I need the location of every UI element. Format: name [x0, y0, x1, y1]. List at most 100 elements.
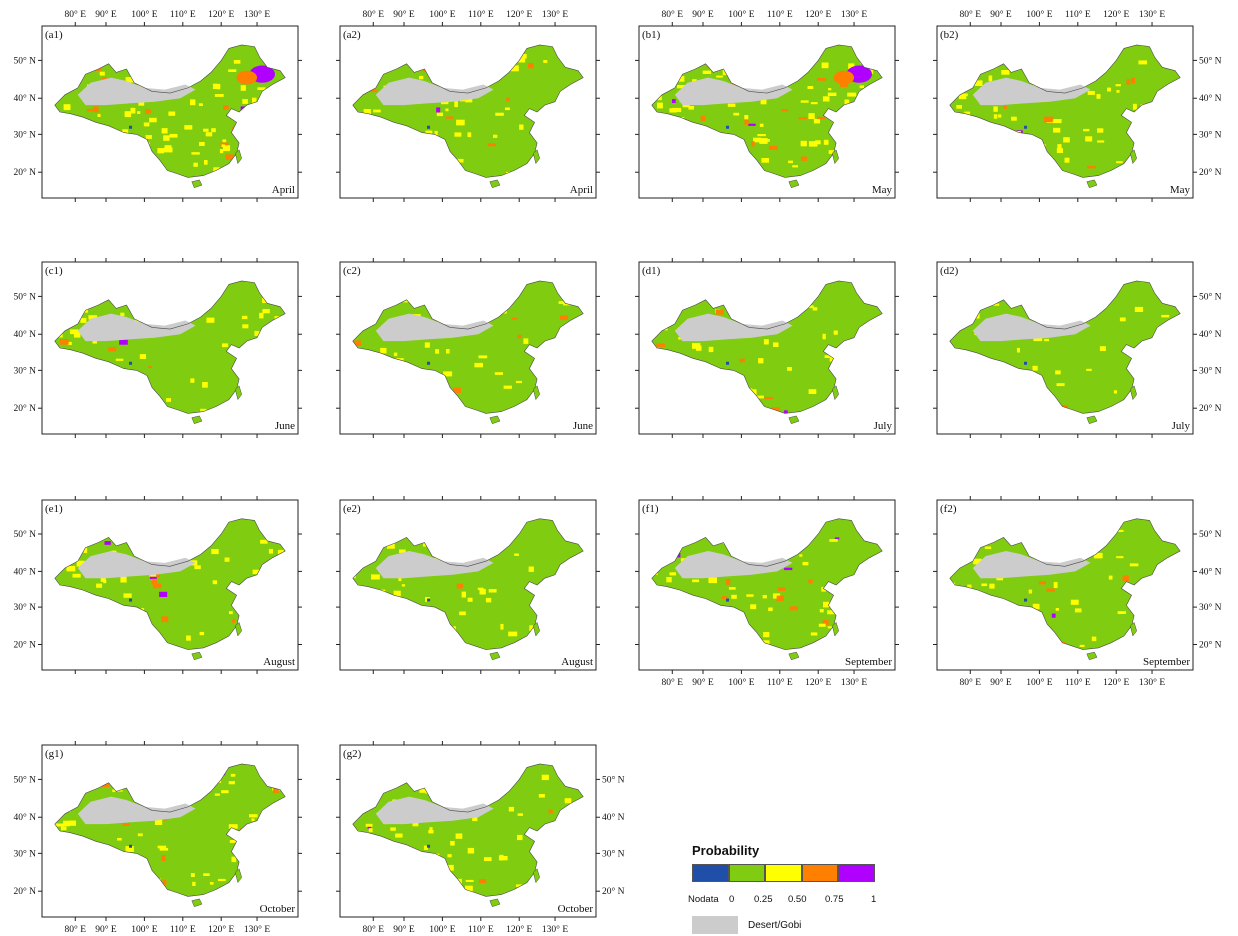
china-border — [54, 518, 286, 650]
lon-tick-label: 130° E — [1139, 9, 1165, 20]
nodata-pixel — [1024, 361, 1028, 365]
lat-tick-label: 20° N — [602, 886, 625, 897]
china-border — [54, 280, 286, 414]
lat-tick-label: 20° N — [13, 886, 36, 897]
lon-tick-label: 80° E — [65, 924, 87, 935]
nodata-pixel — [427, 598, 431, 602]
lon-tick-label: 100° E — [131, 924, 157, 935]
lon-tick-label: 100° E — [131, 9, 157, 20]
nodata-pixel — [726, 125, 730, 129]
hainan-island — [489, 651, 501, 661]
lat-tick-label: 30° N — [602, 848, 625, 859]
hainan-island — [191, 415, 203, 425]
lon-tick-label: 120° E — [208, 924, 234, 935]
nodata-pixel — [129, 844, 133, 848]
lat-tick-label: 40° N — [13, 566, 36, 577]
legend-nodata-label: Nodata — [688, 894, 719, 905]
china-border — [949, 280, 1181, 414]
china-border — [352, 280, 584, 414]
panel-id-label: (g2) — [343, 748, 362, 760]
lat-tick-label: 20° N — [1199, 167, 1222, 178]
china-border — [949, 518, 1181, 650]
lat-tick-label: 40° N — [1199, 329, 1222, 340]
panel-month-label: September — [1143, 656, 1190, 668]
lat-tick-label: 50° N — [13, 529, 36, 540]
desert-gobi-area — [674, 77, 793, 106]
hainan-island — [788, 179, 800, 189]
panel-id-label: (e2) — [343, 503, 361, 515]
lat-tick-label: 30° N — [13, 129, 36, 140]
lat-tick-label: 40° N — [13, 329, 36, 340]
lat-tick-label: 50° N — [13, 55, 36, 66]
nodata-pixel — [726, 598, 730, 602]
hainan-island — [489, 179, 501, 189]
legend-tick-075: 0.75 — [825, 894, 844, 905]
lon-tick-label: 90° E — [692, 677, 714, 688]
nodata-pixel — [129, 361, 133, 365]
lat-tick-label: 40° N — [602, 812, 625, 823]
taiwan-island — [235, 385, 242, 401]
hainan-island — [1086, 651, 1098, 661]
map-panel: 50° N 40° N 30° N 20° N (d2) July — [933, 258, 1222, 438]
lat-tick-label: 50° N — [1199, 529, 1222, 540]
panel-id-label: (b1) — [642, 29, 661, 41]
lon-tick-label: 110° E — [468, 924, 494, 935]
taiwan-island — [832, 149, 839, 165]
lon-tick-label: 110° E — [767, 9, 793, 20]
panel-month-label: May — [872, 184, 893, 196]
taiwan-island — [1130, 621, 1137, 637]
taiwan-island — [1130, 149, 1137, 165]
lon-tick-label: 120° E — [1103, 677, 1129, 688]
lon-tick-label: 110° E — [468, 9, 494, 20]
lat-tick-label: 20° N — [13, 167, 36, 178]
lon-tick-label: 80° E — [363, 9, 385, 20]
lon-tick-label: 90° E — [393, 924, 415, 935]
desert-gobi-area — [77, 77, 196, 106]
taiwan-island — [832, 621, 839, 637]
desert-gobi-area — [375, 313, 494, 342]
legend-swatch-0-025 — [728, 864, 766, 882]
lat-tick-label: 30° N — [1199, 129, 1222, 140]
panel-month-label: October — [260, 903, 296, 915]
taiwan-island — [533, 868, 540, 884]
panel-id-label: (g1) — [45, 748, 64, 760]
panel-month-label: April — [570, 184, 593, 196]
taiwan-island — [533, 621, 540, 637]
panel-id-label: (a1) — [45, 29, 63, 41]
panel-month-label: May — [1170, 184, 1191, 196]
lat-tick-label: 50° N — [602, 774, 625, 785]
legend-desert-label: Desert/Gobi — [748, 919, 802, 931]
hainan-island — [788, 651, 800, 661]
lon-tick-label: 110° E — [170, 924, 196, 935]
hainan-island — [191, 651, 203, 661]
china-border — [54, 44, 286, 178]
lon-tick-label: 90° E — [393, 9, 415, 20]
legend-tick-1: 1 — [871, 894, 877, 905]
map-panel: 80° E 90° E 100° E 110° E 120° E 130° E (a2) Ap… — [336, 9, 600, 202]
map-panel: 80° E 90° E 100° E 110° E 120° E 130° E 50° N 4… — [933, 496, 1222, 688]
lon-tick-label: 80° E — [960, 9, 982, 20]
panel-id-label: (c2) — [343, 265, 361, 277]
map-panel: 50° N 40° N 30° N 20° N (e1) August — [13, 496, 302, 674]
lon-tick-label: 110° E — [767, 677, 793, 688]
legend-swatch-075-1 — [838, 864, 875, 882]
panel-month-label: June — [275, 420, 295, 432]
china-border — [352, 763, 584, 897]
panel-id-label: (b2) — [940, 29, 959, 41]
panel-id-label: (c1) — [45, 265, 63, 277]
lon-tick-label: 120° E — [208, 9, 234, 20]
lon-tick-label: 100° E — [728, 677, 754, 688]
map-panel: 80° E 90° E 100° E 110° E 120° E 130° E 50° N 4… — [13, 9, 302, 202]
legend-swatch-050-075 — [801, 864, 839, 882]
map-panel: 50° N 40° N 30° N 20° N (c1) June — [13, 258, 302, 438]
nodata-pixel — [129, 598, 133, 602]
hainan-island — [489, 898, 501, 908]
lat-tick-label: 40° N — [1199, 93, 1222, 104]
lon-tick-label: 90° E — [990, 677, 1012, 688]
lon-tick-label: 80° E — [662, 9, 684, 20]
hainan-island — [191, 179, 203, 189]
lon-tick-label: 120° E — [805, 677, 831, 688]
desert-gobi-area — [375, 551, 494, 579]
desert-gobi-area — [972, 77, 1091, 106]
